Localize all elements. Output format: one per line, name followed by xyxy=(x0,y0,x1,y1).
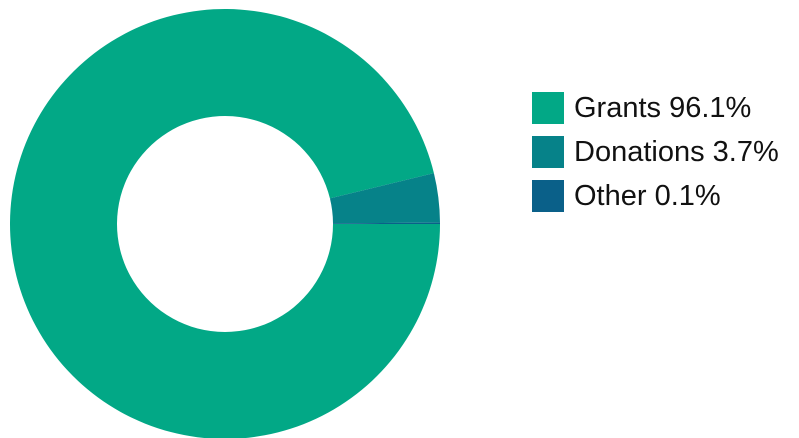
legend-label-other: Other 0.1% xyxy=(574,179,721,212)
legend-swatch-other xyxy=(532,180,564,212)
legend-swatch-donations xyxy=(532,136,564,168)
slice-grants xyxy=(10,9,440,438)
legend-item-other: Other 0.1% xyxy=(532,174,779,218)
legend: Grants 96.1% Donations 3.7% Other 0.1% xyxy=(532,86,779,218)
slice-donations xyxy=(329,173,440,224)
legend-label-donations: Donations 3.7% xyxy=(574,135,779,168)
donut-chart-svg xyxy=(10,9,440,438)
legend-item-donations: Donations 3.7% xyxy=(532,130,779,174)
slice-other xyxy=(332,222,440,224)
legend-swatch-grants xyxy=(532,92,564,124)
legend-label-grants: Grants 96.1% xyxy=(574,91,752,124)
legend-item-grants: Grants 96.1% xyxy=(532,86,779,130)
